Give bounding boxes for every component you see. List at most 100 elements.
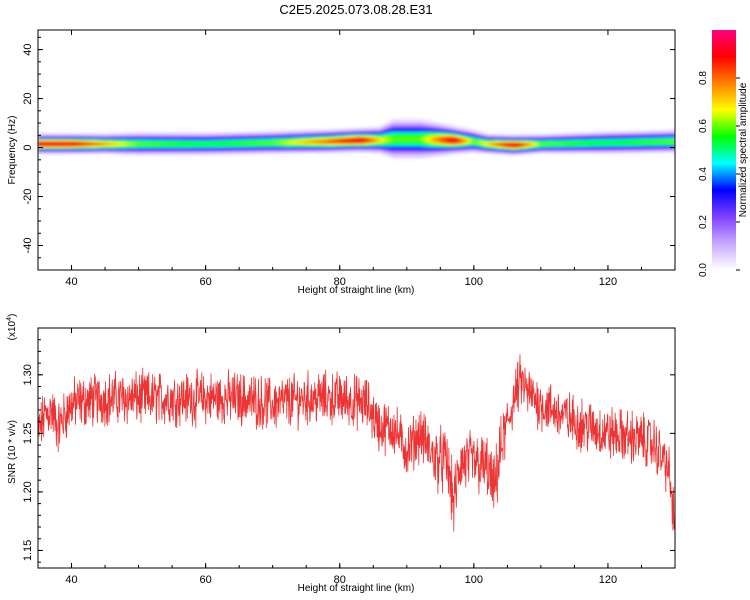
heatmap-cell xyxy=(648,148,653,150)
heatmap-cell xyxy=(128,140,133,143)
heatmap-cell xyxy=(359,149,364,152)
heatmap-cell xyxy=(614,145,619,148)
heatmap-cell xyxy=(265,139,270,141)
heatmap-cell xyxy=(162,139,166,141)
heatmap-cell xyxy=(400,136,405,138)
heatmap-cell xyxy=(252,146,257,148)
heatmap-cell xyxy=(416,126,421,128)
heatmap-cell xyxy=(457,135,462,138)
heatmap-cell xyxy=(172,150,177,152)
heatmap-cell xyxy=(336,133,341,135)
heatmap-cell xyxy=(329,139,334,142)
heatmap-cell xyxy=(242,137,247,140)
heatmap-cell xyxy=(436,148,441,150)
heatmap-cell xyxy=(215,133,220,135)
heatmap-cell xyxy=(118,143,123,146)
heatmap-cell xyxy=(614,144,619,147)
heatmap-cell xyxy=(292,150,297,152)
heatmap-cell xyxy=(141,134,146,136)
heatmap-cell xyxy=(601,144,606,147)
heatmap-cell xyxy=(182,137,187,139)
heatmap-cell xyxy=(594,151,599,154)
heatmap-cell xyxy=(192,147,197,149)
heatmap-cell xyxy=(259,143,264,145)
heatmap-cell xyxy=(426,131,431,134)
heatmap-cell xyxy=(618,149,622,152)
heatmap-cell xyxy=(557,145,562,148)
heatmap-cell xyxy=(403,129,408,131)
heatmap-cell xyxy=(108,134,113,137)
heatmap-cell xyxy=(467,130,472,132)
heatmap-cell xyxy=(255,131,260,133)
heatmap-cell xyxy=(416,153,421,156)
heatmap-cell xyxy=(309,146,314,149)
heatmap-cell xyxy=(78,142,83,144)
heatmap-cell xyxy=(175,152,180,155)
heatmap-cell xyxy=(604,139,609,142)
heatmap-cell xyxy=(363,147,368,150)
heatmap-cell xyxy=(540,139,545,142)
heatmap-cell xyxy=(215,147,220,150)
heatmap-cell xyxy=(436,143,441,146)
heatmap-cell xyxy=(88,139,93,142)
heatmap-cell xyxy=(671,131,675,134)
heatmap-cell xyxy=(658,135,663,137)
heatmap-cell xyxy=(366,136,371,139)
heatmap-cell xyxy=(477,144,482,147)
heatmap-cell xyxy=(644,137,649,139)
heatmap-cell xyxy=(269,142,274,145)
heatmap-cell xyxy=(611,139,616,142)
heatmap-cell xyxy=(118,150,123,153)
heatmap-cell xyxy=(413,131,418,133)
heatmap-cell xyxy=(416,152,421,155)
heatmap-cell xyxy=(490,151,495,154)
heatmap-cell xyxy=(195,150,200,152)
heatmap-cell xyxy=(229,142,234,145)
heatmap-cell xyxy=(78,139,83,142)
heatmap-cell xyxy=(416,121,421,123)
heatmap-cell xyxy=(638,148,643,150)
heatmap-cell xyxy=(91,138,96,141)
heatmap-cell xyxy=(624,134,629,137)
heatmap-cell xyxy=(390,137,394,140)
heatmap-cell xyxy=(286,129,291,132)
heatmap-cell xyxy=(219,141,223,144)
heatmap-cell xyxy=(353,142,358,145)
heatmap-cell xyxy=(339,141,344,143)
heatmap-cell xyxy=(661,146,666,149)
heatmap-cell xyxy=(473,146,478,149)
heatmap-cell xyxy=(504,152,508,154)
heatmap-cell xyxy=(108,140,113,143)
heatmap-cell xyxy=(504,137,508,139)
heatmap-cell xyxy=(282,152,287,155)
heatmap-cell xyxy=(215,145,220,148)
heatmap-cell xyxy=(584,138,589,141)
heatmap-cell xyxy=(450,152,455,155)
heatmap-cell xyxy=(272,136,277,138)
heatmap-cell xyxy=(396,136,401,138)
heatmap-cell xyxy=(373,136,378,139)
heatmap-cell xyxy=(175,143,180,145)
heatmap-cell xyxy=(413,124,418,126)
heatmap-cell xyxy=(369,147,374,150)
heatmap-cell xyxy=(443,145,448,148)
heatmap-cell xyxy=(396,141,401,144)
heatmap-cell xyxy=(289,148,294,150)
heatmap-cell xyxy=(343,137,348,139)
heatmap-cell xyxy=(359,142,364,145)
heatmap-cell xyxy=(453,144,458,147)
heatmap-cell xyxy=(390,119,394,121)
heatmap-cell xyxy=(577,133,582,136)
heatmap-cell xyxy=(413,137,418,139)
heatmap-cell xyxy=(61,149,66,151)
heatmap-cell xyxy=(54,133,59,136)
heatmap-cell xyxy=(48,132,53,135)
heatmap-cell xyxy=(239,152,244,154)
heatmap-cell xyxy=(158,137,163,139)
heatmap-cell xyxy=(205,142,210,144)
heatmap-cell xyxy=(235,146,240,149)
heatmap-cell xyxy=(81,153,86,155)
heatmap-cell xyxy=(400,153,405,156)
heatmap-cell xyxy=(628,131,633,134)
heatmap-cell xyxy=(420,134,425,137)
